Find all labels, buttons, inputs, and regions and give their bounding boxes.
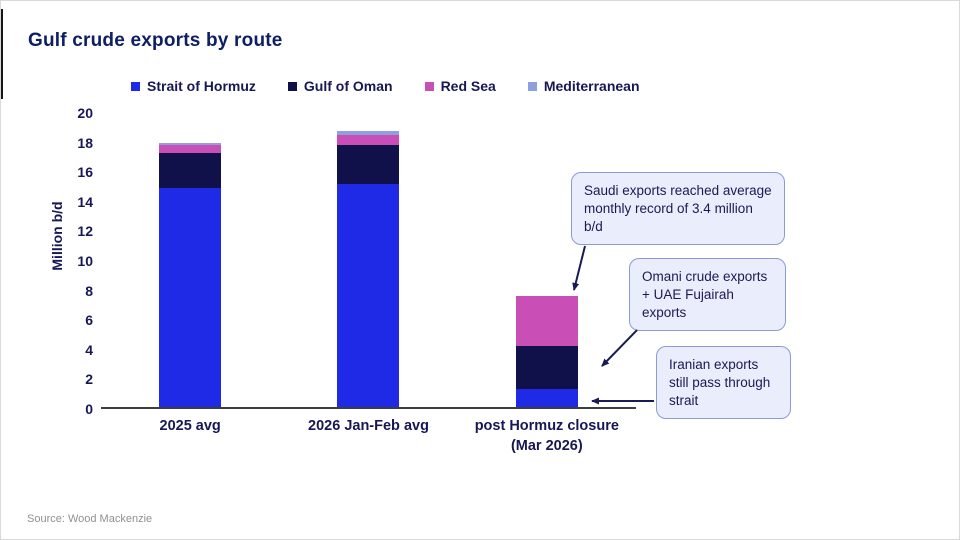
legend-item-strait-of-hormuz: Strait of Hormuz — [131, 78, 256, 94]
y-axis-tick-label: 8 — [85, 282, 93, 299]
y-axis-tick-label: 12 — [77, 223, 93, 240]
bar-2 — [279, 130, 457, 407]
bar-segment-red-sea — [159, 145, 222, 153]
y-axis-tick-label: 0 — [85, 401, 93, 417]
x-axis-label: 2025 avg — [159, 418, 221, 434]
legend-label: Strait of Hormuz — [147, 78, 256, 94]
bar-segment-strait-of-hormuz — [159, 188, 222, 407]
annotation-iranian-exports: Iranian exports still pass through strai… — [656, 346, 791, 420]
legend-swatch-gulf-of-oman — [287, 81, 297, 91]
legend-swatch-strait-of-hormuz — [131, 81, 140, 91]
legend-label: Red Sea — [440, 78, 496, 94]
y-axis-tick-label: 16 — [77, 164, 93, 181]
y-axis-tick-label: 14 — [77, 193, 93, 210]
bar-segment-mediterranean — [337, 130, 400, 135]
bar-segment-gulf-of-oman — [159, 152, 222, 188]
x-axis-label: post Hormuz closure (Mar 2026) — [474, 418, 619, 454]
stacked-bar — [159, 142, 222, 407]
legend-label: Gulf of Oman — [303, 78, 393, 94]
legend-swatch-red-sea — [424, 81, 434, 91]
legend-swatch-mediterranean — [527, 81, 537, 91]
y-axis-tick-label: 10 — [77, 253, 93, 269]
legend-item-red-sea: Red Sea — [424, 78, 496, 94]
legend-item-gulf-of-oman: Gulf of Oman — [287, 78, 393, 94]
left-accent-line — [1, 9, 3, 99]
y-axis-tick-label: 2 — [85, 371, 93, 388]
y-axis-tick-label: 6 — [85, 312, 93, 329]
bar-segment-strait-of-hormuz — [337, 183, 400, 407]
legend-item-mediterranean: Mediterranean — [527, 78, 640, 94]
bar-segment-gulf-of-oman — [337, 145, 400, 184]
source-credit: Source: Wood Mackenzie — [27, 513, 153, 525]
x-axis-labels: 2025 avg 2026 Jan-Feb avg post Hormuz clos… — [101, 417, 636, 456]
plot-area — [101, 113, 636, 409]
bar-3 — [458, 296, 636, 407]
bar-segment-strait-of-hormuz — [515, 389, 578, 407]
bar-segment-gulf-of-oman — [515, 346, 578, 390]
chart-legend: Strait of Hormuz Gulf of Oman Red Sea Me… — [131, 78, 640, 94]
y-axis-tick-label: 4 — [85, 341, 93, 358]
bar-1 — [101, 142, 279, 407]
legend-label: Mediterranean — [543, 78, 640, 94]
stacked-bar — [337, 130, 400, 407]
bar-segment-red-sea — [515, 296, 578, 347]
page-title: Gulf crude exports by route — [28, 30, 283, 51]
y-axis-tick-label: 18 — [77, 134, 93, 151]
y-axis-tick-labels: 0 2 4 6 8 10 12 14 16 18 20 — [57, 105, 93, 417]
x-axis-label: 2026 Jan-Feb avg — [308, 418, 429, 434]
bar-segment-mediterranean — [159, 142, 222, 146]
annotation-omani-uae-exports: Omani crude exports + UAE Fujairah expor… — [629, 258, 786, 332]
y-axis-tick-label: 20 — [77, 105, 93, 121]
stacked-bar — [515, 296, 578, 407]
bar-segment-red-sea — [337, 134, 400, 145]
annotation-saudi-exports: Saudi exports reached average monthly re… — [571, 172, 785, 246]
